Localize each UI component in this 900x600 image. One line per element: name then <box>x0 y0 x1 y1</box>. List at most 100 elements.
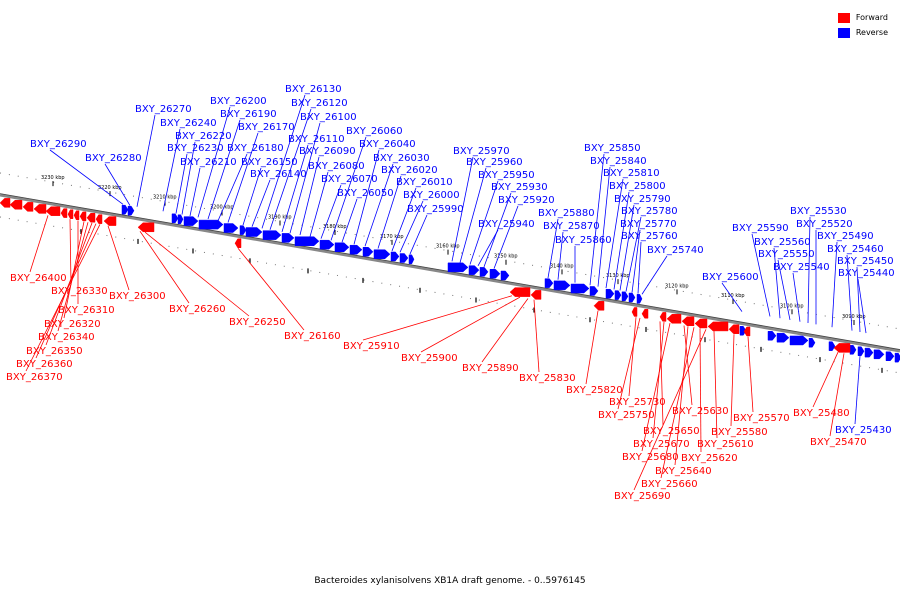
gene-leader-line <box>792 272 801 322</box>
gene-label: BXY_25910 <box>343 341 400 352</box>
reverse-gene <box>245 227 263 237</box>
axis-tick-label: 3220 kbp <box>98 185 122 191</box>
axis-tick-label: 3140 kbp <box>550 263 574 269</box>
reverse-gene <box>864 347 874 358</box>
reverse-gene <box>857 346 865 356</box>
reverse-gene <box>489 269 501 279</box>
gene-leader-line <box>107 225 130 291</box>
gene-leader-line <box>162 128 181 212</box>
gene-leader-line <box>459 167 487 263</box>
gene-leader-line <box>631 229 641 293</box>
gene-label: BXY_25930 <box>491 182 548 193</box>
forward-gene <box>509 287 531 297</box>
forward-gene <box>67 209 74 219</box>
gene-label: BXY_25990 <box>407 204 464 215</box>
gene-leader-line <box>483 192 512 268</box>
gene-label: BXY_25890 <box>462 363 519 374</box>
gene-label: BXY_25950 <box>478 170 535 181</box>
gene-label: BXY_26130 <box>285 84 342 95</box>
forward-gene <box>593 301 605 311</box>
reverse-gene <box>828 341 836 351</box>
gene-label: BXY_25670 <box>633 439 690 450</box>
gene-label: BXY_25760 <box>621 231 678 242</box>
gene-leader-line <box>237 247 305 331</box>
gene-label: BXY_25810 <box>603 168 660 179</box>
gene-label: BXY_25440 <box>838 268 895 279</box>
forward-gene <box>73 210 80 221</box>
gene-label: BXY_26250 <box>229 317 286 328</box>
gene-label: BXY_25450 <box>837 256 894 267</box>
gene-label: BXY_25520 <box>796 219 853 230</box>
gene-label: BXY_26150 <box>241 157 298 168</box>
gene-label: BXY_26220 <box>175 131 232 142</box>
reverse-gene <box>628 292 636 303</box>
gene-leader-line <box>660 327 695 479</box>
gene-label: BXY_26240 <box>160 118 217 129</box>
gene-leader-line <box>713 330 718 439</box>
gene-leader-line <box>477 229 499 267</box>
gene-leader-line <box>175 153 188 214</box>
gene-leader-line <box>409 214 428 255</box>
gene-label: BXY_26070 <box>321 174 378 185</box>
legend-forward: Forward <box>837 10 888 25</box>
gene-leader-line <box>481 298 529 363</box>
forward-gene <box>743 326 751 337</box>
reverse-gene <box>873 349 885 360</box>
gene-label: BXY_26300 <box>109 291 166 302</box>
gene-leader-line <box>585 310 599 385</box>
gene-leader-line <box>637 241 642 294</box>
reverse-gene <box>171 213 179 224</box>
gene-leader-line <box>289 122 321 234</box>
axis-tick-label: 3110 kbp <box>721 293 745 299</box>
gene-leader-line <box>399 200 424 253</box>
reverse-gene <box>808 337 816 348</box>
forward-gene <box>137 222 155 233</box>
gene-label: BXY_25600 <box>702 272 759 283</box>
axis-tick-label: 3210 kbp <box>153 195 177 201</box>
forward-gene <box>666 314 682 324</box>
forward-gene <box>681 316 695 326</box>
gene-label: BXY_26330 <box>51 286 108 297</box>
gene-label: BXY_25490 <box>817 231 874 242</box>
axis-tick-label: 3230 kbp <box>41 175 65 181</box>
gene-label: BXY_26020 <box>381 165 438 176</box>
gene-leader-line <box>617 317 641 410</box>
gene-leader-line <box>299 156 320 236</box>
gene-leader-line <box>104 163 131 206</box>
gene-labels: BXY_26290BXY_26280BXY_26270BXY_26240BXY_… <box>6 84 895 502</box>
gene-leader-line <box>320 184 342 239</box>
forward-gene <box>60 208 68 218</box>
gene-label: BXY_25640 <box>655 466 712 477</box>
axis-tick-label: 3130 kbp <box>606 273 630 279</box>
gene-label: BXY_25530 <box>790 206 847 217</box>
reverse-gene <box>334 242 350 253</box>
gene-leader-line <box>364 163 394 247</box>
gene-label: BXY_25550 <box>758 249 815 260</box>
reverse-gene <box>589 286 599 296</box>
axis-tick-label: 3170 kbp <box>380 234 404 240</box>
reverse-gene <box>281 233 295 243</box>
gene-label: BXY_26140 <box>250 169 307 180</box>
gene-leader-line <box>29 215 49 273</box>
gene-label: BXY_26270 <box>135 104 192 115</box>
gene-label: BXY_25970 <box>453 146 510 157</box>
forward-gene <box>234 238 242 248</box>
reverse-gene <box>319 239 335 250</box>
gene-label: BXY_25580 <box>711 427 768 438</box>
gene-label: BXY_26400 <box>10 273 67 284</box>
reverse-gene <box>885 351 895 361</box>
gene-label: BXY_25840 <box>590 156 647 167</box>
reverse-gene <box>408 254 415 265</box>
reverse-gene <box>239 225 247 235</box>
reverse-gene <box>294 236 320 246</box>
gene-leader-line <box>751 233 771 317</box>
gene-label: BXY_26050 <box>337 188 394 199</box>
reverse-gene <box>362 247 374 257</box>
gene-label: BXY_26180 <box>227 143 284 154</box>
gene-leader-line <box>217 153 248 221</box>
reverse-gene <box>177 214 184 225</box>
gene-leader-line <box>25 224 101 372</box>
gene-leader-line <box>242 167 262 226</box>
gene-label: BXY_25430 <box>835 425 892 436</box>
reverse-gene <box>479 267 489 277</box>
